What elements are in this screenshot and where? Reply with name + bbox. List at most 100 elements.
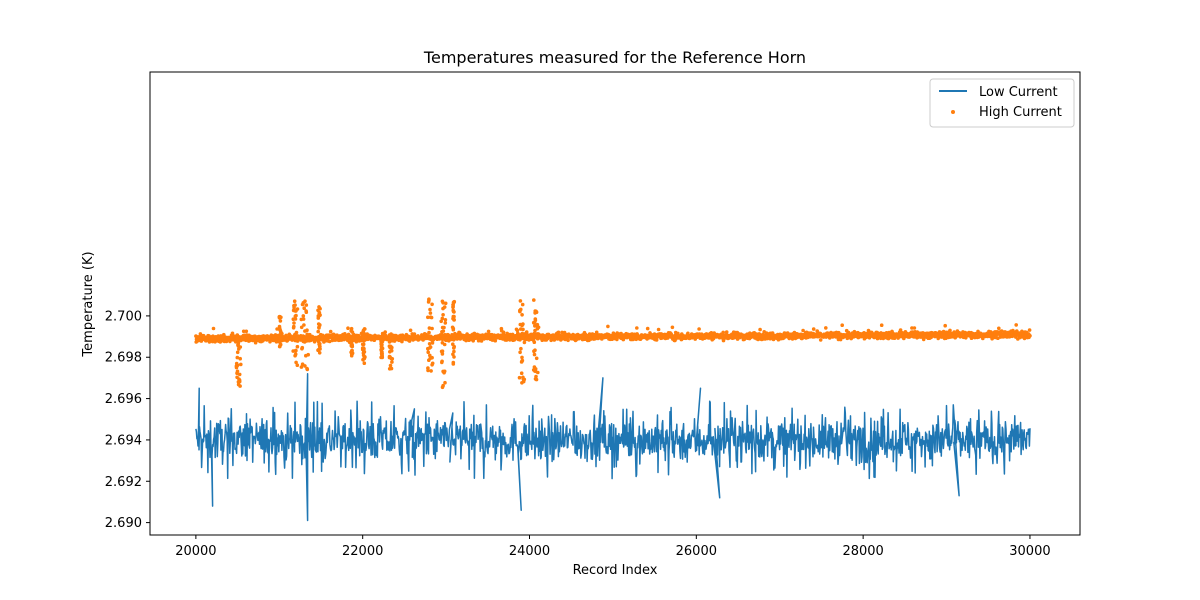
high-current-point xyxy=(606,324,610,329)
high-current-point xyxy=(305,366,309,371)
high-current-point xyxy=(532,340,537,345)
high-current-point xyxy=(892,336,897,341)
legend-label-high-current: High Current xyxy=(979,105,1062,120)
high-current-point xyxy=(615,337,619,342)
high-current-point xyxy=(439,319,444,324)
high-current-point xyxy=(278,319,283,323)
high-current-point xyxy=(440,325,445,330)
high-current-point xyxy=(430,302,434,307)
high-current-point xyxy=(408,328,413,333)
high-current-point xyxy=(236,382,241,387)
high-current-point xyxy=(235,355,240,360)
high-current-point xyxy=(452,333,457,338)
high-current-point xyxy=(293,332,297,337)
high-current-point xyxy=(362,338,366,343)
plot-area xyxy=(149,71,1081,536)
high-current-point xyxy=(388,363,393,368)
high-current-point xyxy=(388,350,392,354)
high-current-point xyxy=(302,323,306,327)
high-current-point xyxy=(318,306,322,311)
high-current-point xyxy=(486,329,491,334)
high-current-point xyxy=(440,360,444,365)
high-current-point xyxy=(291,326,296,330)
high-current-point xyxy=(427,297,431,302)
x-tick-label: 24000 xyxy=(509,544,550,559)
high-current-point xyxy=(441,301,445,305)
high-current-point xyxy=(253,340,258,345)
x-tick-label: 22000 xyxy=(342,544,383,559)
high-current-point xyxy=(316,339,321,344)
high-current-point xyxy=(535,326,540,331)
high-current-point xyxy=(294,348,298,353)
high-current-point xyxy=(513,337,517,341)
high-current-point xyxy=(244,329,249,334)
high-current-point xyxy=(328,329,333,334)
chart-title: Temperatures measured for the Reference … xyxy=(423,48,806,67)
high-current-point xyxy=(426,368,430,373)
high-current-point xyxy=(316,329,321,334)
high-current-point xyxy=(361,342,366,347)
high-current-point xyxy=(304,353,308,358)
high-current-point xyxy=(291,317,296,322)
x-tick-label: 28000 xyxy=(842,544,883,559)
high-current-point xyxy=(910,326,914,330)
axes-frame xyxy=(149,71,1081,536)
high-current-point xyxy=(493,338,498,343)
high-current-point xyxy=(428,315,433,320)
high-current-point xyxy=(443,321,448,325)
high-current-point xyxy=(349,353,354,358)
high-current-point xyxy=(317,326,321,330)
high-current-point xyxy=(302,340,307,344)
high-current-point xyxy=(361,333,365,337)
high-current-point xyxy=(241,329,246,334)
high-current-point xyxy=(758,327,762,332)
high-current-point xyxy=(686,331,690,336)
high-current-point xyxy=(451,352,455,357)
high-current-point xyxy=(299,325,304,330)
high-current-point xyxy=(380,355,385,360)
high-current-point xyxy=(721,330,725,335)
high-current-point xyxy=(533,317,538,321)
high-current-point xyxy=(1028,334,1032,338)
legend-marker-high-current xyxy=(951,110,955,114)
high-current-point xyxy=(301,317,306,321)
high-current-point xyxy=(521,327,525,332)
high-current-point xyxy=(518,322,523,327)
high-current-point xyxy=(1027,328,1032,332)
high-current-point xyxy=(532,352,537,357)
high-current-point xyxy=(522,340,527,345)
high-current-point xyxy=(427,326,432,330)
high-current-point xyxy=(430,355,434,360)
high-current-point xyxy=(635,326,639,330)
high-current-point xyxy=(317,351,322,355)
high-current-point xyxy=(237,347,241,351)
high-current-point xyxy=(518,350,522,355)
high-current-point xyxy=(211,326,216,331)
high-current-point xyxy=(237,379,242,384)
high-current-point xyxy=(451,308,456,313)
high-current-point xyxy=(517,375,522,380)
high-current-point xyxy=(440,337,445,342)
high-current-point xyxy=(293,352,298,357)
high-current-point xyxy=(303,299,307,304)
high-current-point xyxy=(426,315,430,320)
high-current-point xyxy=(305,328,309,333)
high-current-point xyxy=(293,314,298,319)
high-current-point xyxy=(533,324,537,328)
high-current-point xyxy=(278,343,282,348)
high-current-point xyxy=(389,345,393,349)
high-current-point xyxy=(292,306,296,310)
y-tick-label: 2.698 xyxy=(105,351,142,366)
high-current-point xyxy=(427,330,431,335)
high-current-point xyxy=(566,338,570,343)
high-current-point xyxy=(318,347,322,351)
high-current-point xyxy=(430,363,434,367)
x-axis: 20000 22000 24000 26000 28000 30000 xyxy=(175,535,1051,559)
high-current-point xyxy=(387,340,392,344)
high-current-point xyxy=(293,309,298,313)
high-current-point xyxy=(390,338,395,342)
high-current-point xyxy=(452,337,456,341)
high-current-point xyxy=(428,307,432,312)
high-current-point xyxy=(238,356,242,361)
high-current-point xyxy=(428,345,433,349)
